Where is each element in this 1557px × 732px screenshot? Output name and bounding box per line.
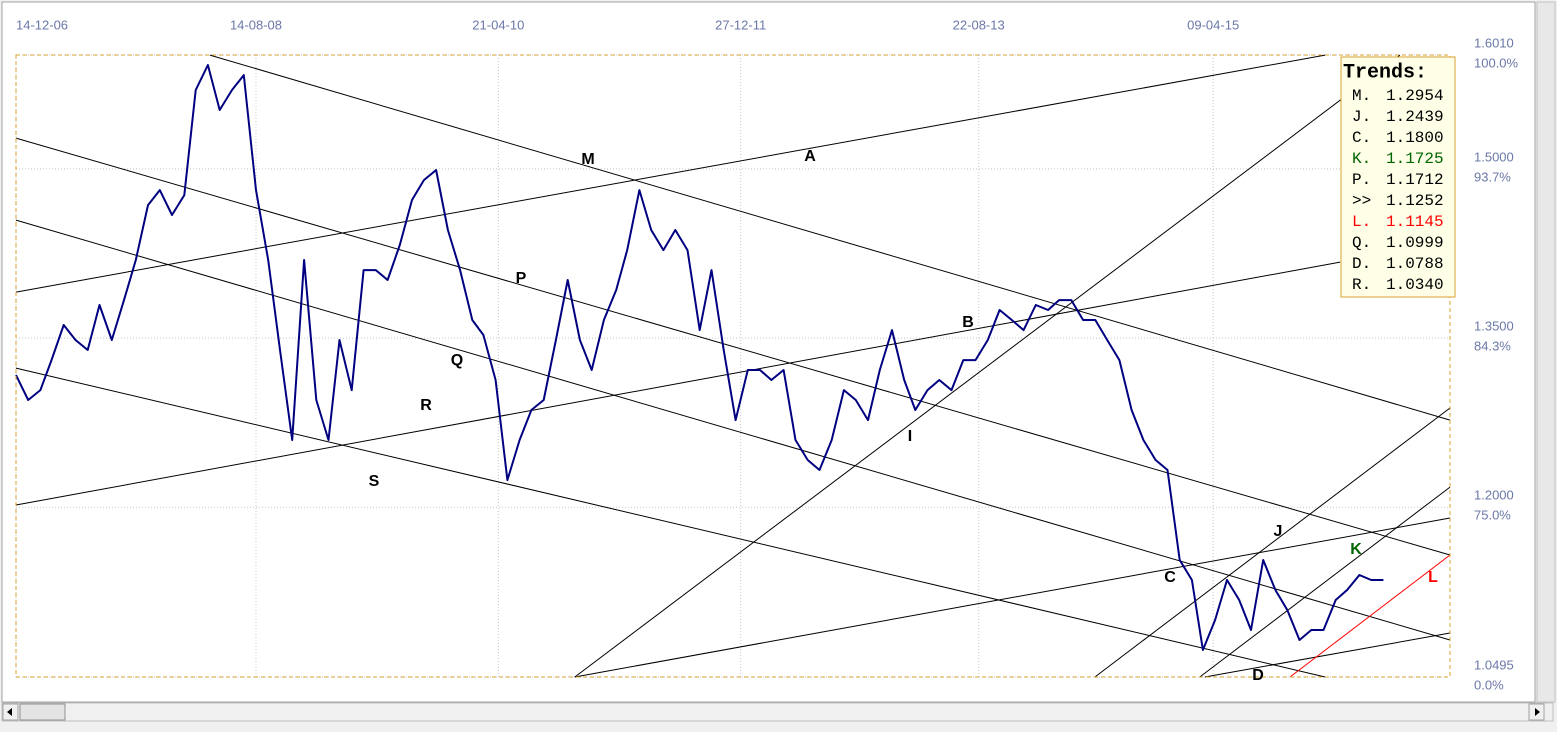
trend-item-label: K. [1352,150,1371,168]
x-tick-label: 14-12-06 [16,17,68,32]
trend-item-value: 1.2439 [1386,108,1444,126]
trend-item-value: 1.0340 [1386,276,1444,294]
trend-item-label: D. [1352,255,1371,273]
trend-item-label: >> [1352,192,1371,210]
horizontal-scrollbar[interactable] [1,702,1554,722]
trend-label: C [1164,569,1176,586]
trend-label: D [1252,667,1264,684]
scroll-left-arrow [7,708,12,716]
trendline [15,219,1451,641]
y-tick-percent-label: 0.0% [1474,677,1504,692]
y-tick-label: 1.5000 [1474,149,1514,164]
trendline [209,54,1451,421]
scroll-thumb[interactable] [19,703,66,721]
trend-item-value: 1.1725 [1386,150,1444,168]
trendline [15,367,1326,678]
x-tick-label: 22-08-13 [953,17,1005,32]
trend-item-value: 1.0999 [1386,234,1444,252]
trendline [15,54,1326,293]
y-tick-percent-label: 93.7% [1474,169,1511,184]
trend-item-label: Q. [1352,234,1371,252]
trend-label: A [804,148,816,165]
trendline [1289,554,1451,678]
trend-label: B [962,314,974,331]
trend-item-label: P. [1352,171,1371,189]
trend-label: L [1428,569,1438,586]
trend-label: M [581,151,594,168]
trendline [574,54,1401,678]
chart-canvas [1,1,1536,703]
price-series [15,64,1384,651]
trend-label: P [516,270,527,287]
x-tick-label: 09-04-15 [1187,17,1239,32]
trend-label: J [1274,523,1283,540]
trend-item-label: L. [1352,213,1371,231]
trend-label: Q [451,352,463,369]
y-tick-label: 1.6010 [1474,35,1514,50]
x-tick-label: 21-04-10 [472,17,524,32]
trend-item-label: M. [1352,87,1371,105]
labels: 14-12-06 14-08-08 21-04-10 27-12-11 22-08-13… [16,17,1519,692]
trends-box [1340,56,1456,298]
trend-item-label: R. [1352,276,1371,294]
trend-item-value: 1.1145 [1386,213,1444,231]
plot-border [15,54,1451,678]
trend-label: I [908,428,912,445]
y-tick-label: 1.2000 [1474,488,1514,503]
scroll-right-arrow [1535,708,1540,716]
trend-item-value: 1.2954 [1386,87,1444,105]
trend-item-value: 1.0788 [1386,255,1444,273]
trendline [15,137,1451,556]
trend-item-value: 1.1252 [1386,192,1444,210]
y-tick-percent-label: 100.0% [1474,55,1519,70]
y-tick-label: 1.0495 [1474,657,1514,672]
trend-label: R [420,397,432,414]
x-tick-label: 27-12-11 [715,17,766,32]
trend-item-value: 1.1800 [1386,129,1444,147]
trend-item-label: J. [1352,108,1371,126]
trend-label: K [1350,541,1362,558]
trend-item-label: C. [1352,129,1371,147]
trendline [1094,407,1451,678]
trendlines [15,54,1451,678]
x-tick-label: 14-08-08 [230,17,282,32]
y-tick-percent-label: 84.3% [1474,339,1511,354]
y-tick-label: 1.3500 [1474,319,1514,334]
trend-label: S [369,473,380,490]
trendline [574,517,1451,678]
trends-list: M. 1.2954 J. 1.2439 C. 1.1800 K. 1.1725 P. 1.1712… [1352,87,1444,294]
trends-title: Trends: [1343,61,1427,84]
trendline [1199,486,1451,678]
price-line [15,64,1384,651]
y-tick-percent-label: 75.0% [1474,508,1511,523]
trend-item-value: 1.1712 [1386,171,1444,189]
vertical-scroll-track[interactable] [1536,1,1556,703]
trendline [1204,632,1451,678]
trendline [15,261,1341,506]
